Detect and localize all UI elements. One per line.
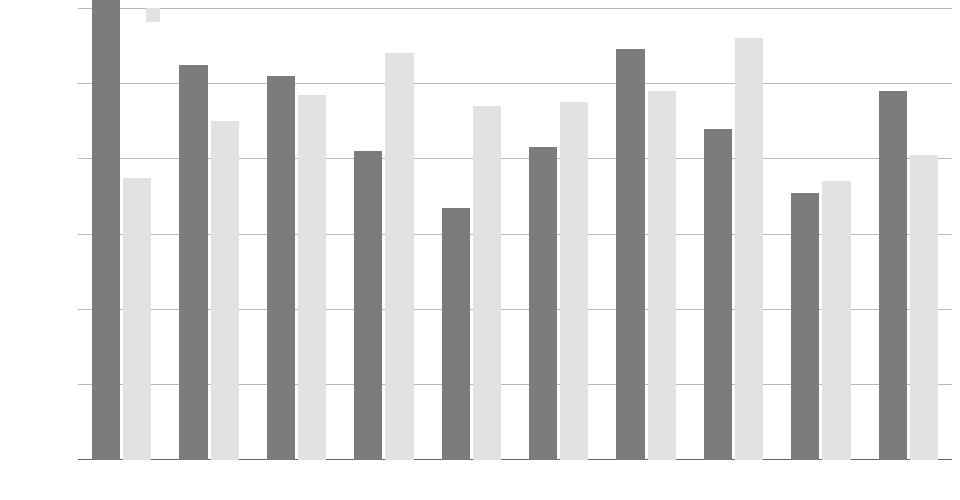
bar-series-a [92,0,120,460]
bar-series-b [560,102,588,460]
gridline [78,384,952,385]
bar-series-b [822,181,850,460]
bar-series-a [616,49,644,460]
gridline [78,8,952,9]
bar-series-b [735,38,763,460]
bar-chart [0,0,960,500]
gridline [78,309,952,310]
bar-series-a [267,76,295,460]
bar-series-a [879,91,907,460]
gridline [78,158,952,159]
legend-item-series-a [98,8,118,22]
bar-series-b [648,91,676,460]
bar-series-b [211,121,239,460]
bar-series-a [529,147,557,460]
bar-series-a [354,151,382,460]
bar-series-b [910,155,938,460]
x-axis-baseline [78,459,952,460]
bar-series-a [791,193,819,460]
bar-series-b [298,95,326,460]
bar-series-a [442,208,470,460]
gridline [78,83,952,84]
plot-area [78,8,952,460]
bar-series-b [123,178,151,461]
bar-series-a [179,65,207,461]
legend-item-series-b [146,8,166,22]
bar-series-b [385,53,413,460]
bar-series-a [704,129,732,460]
bar-series-b [473,106,501,460]
legend-swatch-series-b [146,8,160,22]
legend-swatch-series-a [98,8,112,22]
gridline [78,234,952,235]
legend [98,8,166,22]
